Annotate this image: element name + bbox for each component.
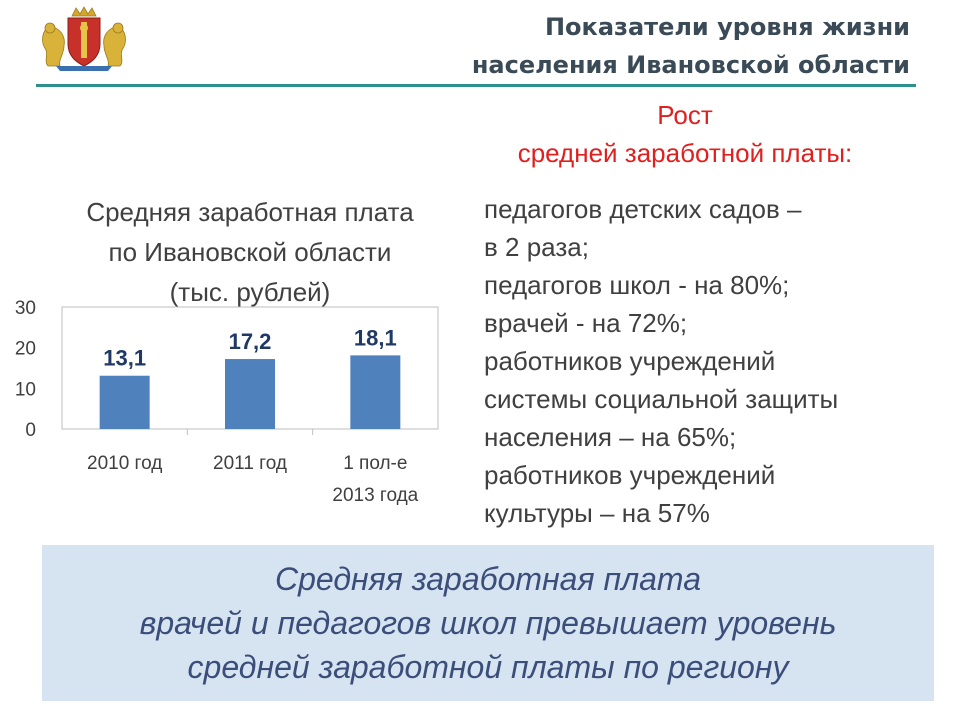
x-tick-label: 2010 год [87,453,162,474]
data-label: 18,1 [354,325,397,350]
summary-banner: Средняя заработная плата врачей и педаго… [42,545,934,701]
chart-title: Средняя заработная плата по Ивановской о… [40,192,460,312]
bar [350,355,401,429]
y-tick-label: 0 [25,420,36,441]
bar [225,359,275,429]
growth-list-line: работников учреждений [484,346,776,376]
growth-list-line: работников учреждений [484,460,776,490]
salary-bar-chart: 0 10 20 30 13,1 2010 год 17,2 2011 год 18,1 1 пол… [15,298,439,506]
growth-list-line: врачей - на 72%; [484,308,688,338]
y-tick-label: 30 [15,298,36,319]
ivanovo-coat-of-arms-icon [42,6,126,71]
x-tick-label: 1 пол-е [343,453,407,474]
chart-title-line-2: по Ивановской области [108,237,392,267]
page-title-line-1: Показатели уровня жизни [544,13,910,41]
data-label: 13,1 [103,346,146,371]
growth-heading-line-2: средней заработной платы: [517,138,853,168]
growth-list-line: педагогов детских садов – [484,194,802,224]
bar [99,375,150,429]
growth-list: педагогов детских садов – в 2 раза; педаго… [484,190,934,532]
page-title: Показатели уровня жизни населения Иванов… [350,8,910,84]
growth-list-line: педагогов школ - на 80%; [484,270,790,300]
summary-text: Средняя заработная плата врачей и педаго… [42,557,934,689]
growth-list-line: системы социальной защиты [484,384,839,414]
summary-line-3: средней заработной платы по региону [187,649,789,685]
header-divider [36,84,916,87]
growth-heading-line-1: Рост [657,100,713,130]
y-tick-label: 10 [15,379,36,400]
summary-line-1: Средняя заработная плата [274,561,701,597]
x-tick-label: 2011 год [213,453,287,474]
chart-title-line-3: (тыс. рублей) [169,277,331,307]
summary-line-2: врачей и педагогов школ превышает уровен… [139,605,837,641]
page-title-line-2: населения Ивановской области [471,51,910,79]
growth-heading: Рост средней заработной платы: [470,96,900,172]
x-tick-label: 2013 года [332,485,418,506]
growth-list-line: в 2 раза; [484,232,589,262]
y-tick-label: 20 [15,339,36,360]
growth-list-line: культуры – на 57% [484,498,710,528]
data-label: 17,2 [229,329,272,354]
chart-title-line-1: Средняя заработная плата [86,197,414,227]
growth-list-line: населения – на 65%; [484,422,737,452]
